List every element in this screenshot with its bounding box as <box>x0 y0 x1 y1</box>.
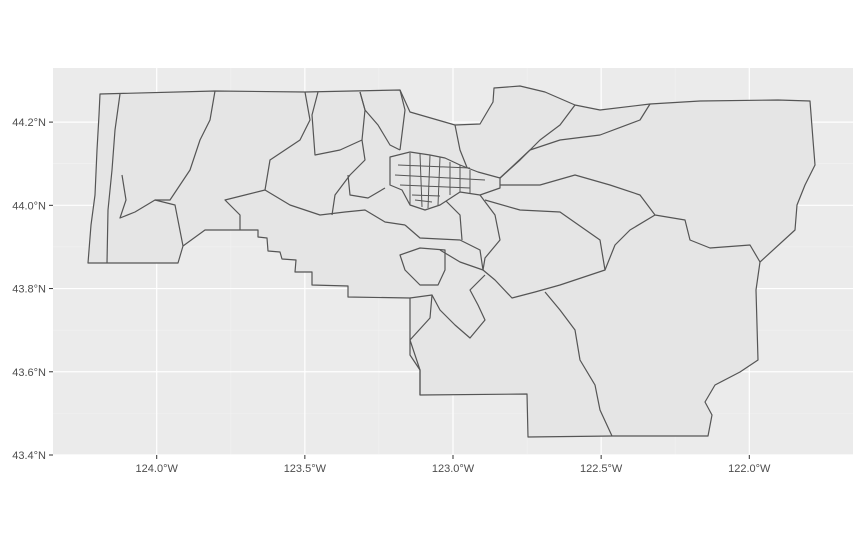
region-boundary <box>409 294 433 395</box>
y-tick-label: 43.4°N <box>12 450 46 462</box>
regions-layer <box>87 85 816 438</box>
region-boundary <box>106 93 121 264</box>
x-tick-label: 123.5°W <box>284 463 327 475</box>
urban-core-grid <box>394 153 486 209</box>
region-boundary <box>119 174 184 247</box>
x-tick-labels: 124.0°W 123.5°W 123.0°W 122.5°W 122.0°W <box>136 463 772 475</box>
region-boundary <box>499 103 651 179</box>
x-tick-label: 122.0°W <box>728 463 771 475</box>
axis-ticks <box>49 121 750 459</box>
y-tick-label: 44.2°N <box>12 117 46 129</box>
region-boundary <box>431 274 486 339</box>
region-boundary <box>399 89 406 151</box>
region-boundary <box>404 224 484 271</box>
y-tick-label: 44.0°N <box>12 200 46 212</box>
region-boundary <box>479 194 501 271</box>
region-outer-boundary <box>87 85 816 438</box>
y-tick-labels: 43.4°N 43.6°N 43.8°N 44.0°N 44.2°N <box>12 117 46 462</box>
region-boundary <box>155 90 216 201</box>
region-boundary <box>604 214 656 271</box>
x-tick-label: 123.0°W <box>432 463 475 475</box>
region-boundary <box>482 199 606 299</box>
y-tick-label: 43.8°N <box>12 284 46 296</box>
region-boundary <box>264 189 406 226</box>
region-boundary <box>359 91 401 151</box>
region-boundary <box>347 174 386 199</box>
region-boundary <box>444 199 463 241</box>
region-boundary <box>331 139 366 216</box>
y-tick-label: 43.6°N <box>12 367 46 379</box>
x-tick-label: 122.5°W <box>580 463 623 475</box>
x-tick-label: 124.0°W <box>136 463 179 475</box>
region-boundary <box>399 247 446 286</box>
region-boundary <box>544 291 613 437</box>
